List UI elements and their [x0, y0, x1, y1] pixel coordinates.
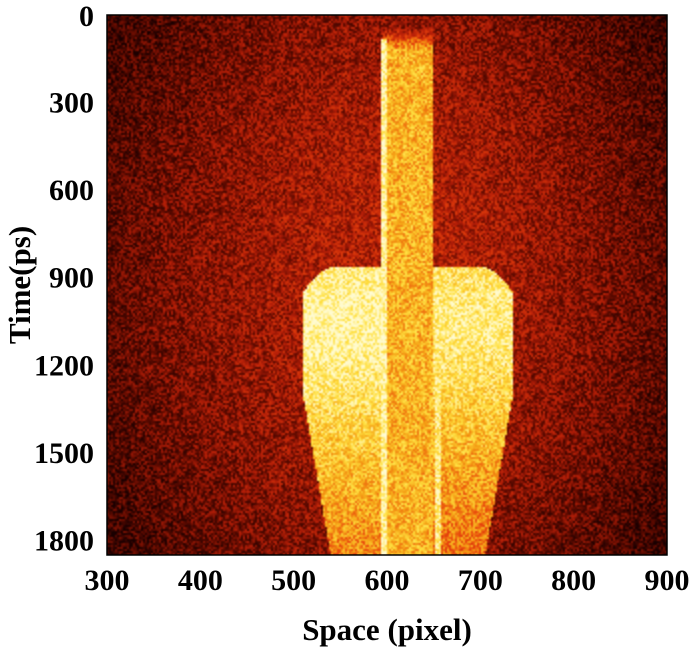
x-tick-label: 400	[178, 564, 223, 597]
y-tick-label: 900	[49, 262, 94, 295]
x-tick-label: 500	[271, 564, 316, 597]
plot-frame	[106, 14, 668, 556]
x-tick-label: 300	[85, 564, 130, 597]
heatmap-image	[107, 15, 667, 555]
x-axis-label: Space (pixel)	[302, 612, 472, 647]
y-tick-label: 1800	[34, 524, 94, 557]
x-tick-label: 800	[551, 564, 596, 597]
y-tick-label: 1200	[34, 349, 94, 382]
plot-area	[107, 15, 667, 555]
x-tick-label: 600	[365, 564, 410, 597]
y-tick-label: 1500	[34, 437, 94, 470]
x-tick-label: 900	[645, 564, 690, 597]
x-axis-ticks: 300 400 500 600 700 800 900	[85, 564, 690, 597]
x-tick-label: 700	[458, 564, 503, 597]
y-axis-label: Time(ps)	[2, 226, 37, 344]
y-axis-ticks: 0 300 600 900 1200 1500 1800	[34, 0, 94, 557]
y-tick-label: 600	[49, 174, 94, 207]
y-tick-label: 0	[79, 0, 94, 33]
y-tick-label: 300	[49, 87, 94, 120]
